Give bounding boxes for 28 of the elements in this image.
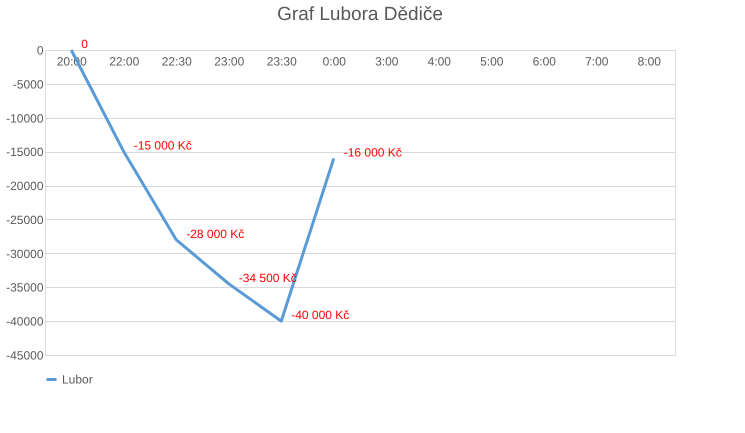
x-tick-label: 22:30 <box>162 54 192 68</box>
x-tick-label: 6:00 <box>532 54 556 68</box>
data-label: -28 000 Kč <box>186 226 244 241</box>
y-tick-label: -10000 <box>6 111 44 126</box>
chart-title: Graf Lubora Dědiče <box>277 4 443 25</box>
data-label: 0 <box>81 37 88 51</box>
x-tick-label: 3:00 <box>375 54 399 68</box>
x-tick-label: 0:00 <box>322 54 346 68</box>
data-label: -16 000 Kč <box>344 145 402 160</box>
x-tick-label: 23:30 <box>266 54 298 68</box>
data-label: -40 000 Kč <box>291 308 350 322</box>
y-tick-label: -35000 <box>6 280 44 295</box>
y-tick-label: -15000 <box>6 145 44 160</box>
y-tick-label: -45000 <box>6 348 44 362</box>
x-tick-label: 8:00 <box>638 54 662 68</box>
x-tick-label: 4:00 <box>428 54 452 68</box>
x-tick-label: 7:00 <box>585 54 609 68</box>
y-tick-label: -5000 <box>12 77 44 92</box>
y-tick-label: -30000 <box>6 246 44 261</box>
x-tick-label: 5:00 <box>480 54 504 68</box>
y-tick-label: -25000 <box>6 212 44 227</box>
legend-label: Lubor <box>62 372 93 386</box>
x-tick-label: 22:00 <box>109 54 140 68</box>
y-tick-label: -20000 <box>6 179 44 194</box>
y-tick-label: -40000 <box>6 314 44 329</box>
data-label: -15 000 Kč <box>134 138 192 153</box>
y-tick-label: 0 <box>36 44 44 58</box>
x-tick-label: 23:00 <box>214 54 245 68</box>
